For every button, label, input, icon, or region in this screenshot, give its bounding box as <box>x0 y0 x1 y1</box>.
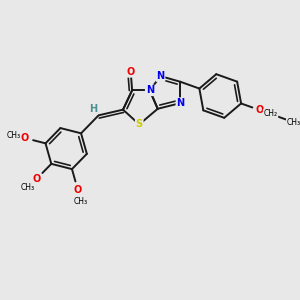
Text: N: N <box>157 71 165 81</box>
Text: S: S <box>136 119 143 129</box>
Text: CH₃: CH₃ <box>21 183 35 192</box>
Text: CH₃: CH₃ <box>74 196 88 206</box>
Text: N: N <box>146 85 154 95</box>
Text: CH₂: CH₂ <box>263 110 278 118</box>
Text: O: O <box>32 174 40 184</box>
Text: O: O <box>21 133 29 143</box>
Text: O: O <box>256 105 264 115</box>
Text: CH₃: CH₃ <box>6 130 20 140</box>
Text: H: H <box>89 104 98 114</box>
Text: CH₃: CH₃ <box>287 118 300 127</box>
Text: O: O <box>74 184 82 195</box>
Text: O: O <box>127 67 135 77</box>
Text: N: N <box>176 98 184 108</box>
